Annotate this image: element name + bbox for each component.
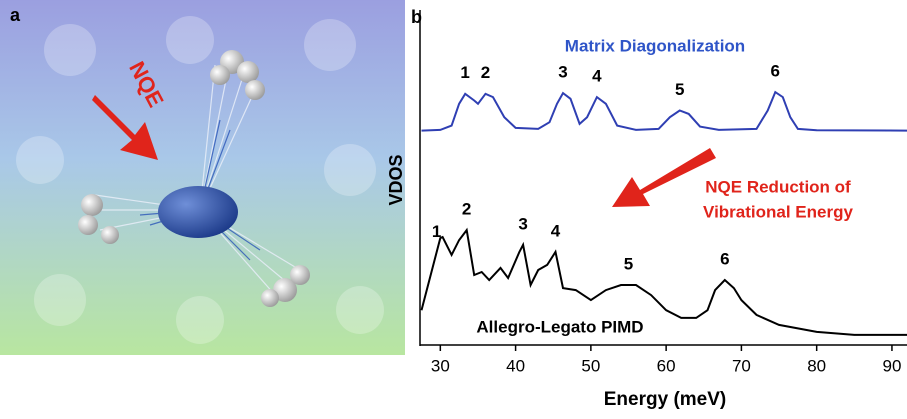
y-axis-label: VDOS — [386, 154, 406, 205]
panel-label: a — [10, 5, 21, 25]
peak-label: 3 — [518, 214, 527, 233]
peak-label: 6 — [771, 62, 780, 81]
peak-label: 4 — [551, 221, 561, 240]
peak-label: 4 — [592, 67, 602, 86]
x-tick-label: 30 — [431, 356, 450, 375]
peak-label: 2 — [481, 63, 490, 82]
peak-label: 6 — [720, 249, 729, 268]
panel-a-image — [0, 0, 405, 355]
x-tick-label: 90 — [882, 356, 901, 375]
peak-label: 5 — [624, 255, 633, 274]
peak-label: 1 — [432, 222, 441, 241]
peak-label: 3 — [558, 63, 567, 82]
x-tick-label: 50 — [581, 356, 600, 375]
x-axis-label: Energy (meV) — [604, 389, 726, 410]
nqe-arrow — [612, 148, 716, 207]
series-line — [422, 92, 907, 131]
series-name: Matrix Diagonalization — [565, 36, 745, 55]
x-tick-label: 40 — [506, 356, 525, 375]
annotation: NQE Reduction of — [705, 177, 851, 196]
peak-label: 5 — [675, 80, 684, 99]
x-tick-label: 80 — [807, 356, 826, 375]
annotation: Vibrational Energy — [703, 202, 853, 221]
series-name: Allegro-Legato PIMD — [476, 317, 643, 336]
x-tick-label: 70 — [732, 356, 751, 375]
peak-label: 2 — [462, 200, 471, 219]
x-tick-label: 60 — [657, 356, 676, 375]
peak-label: 1 — [460, 63, 469, 82]
